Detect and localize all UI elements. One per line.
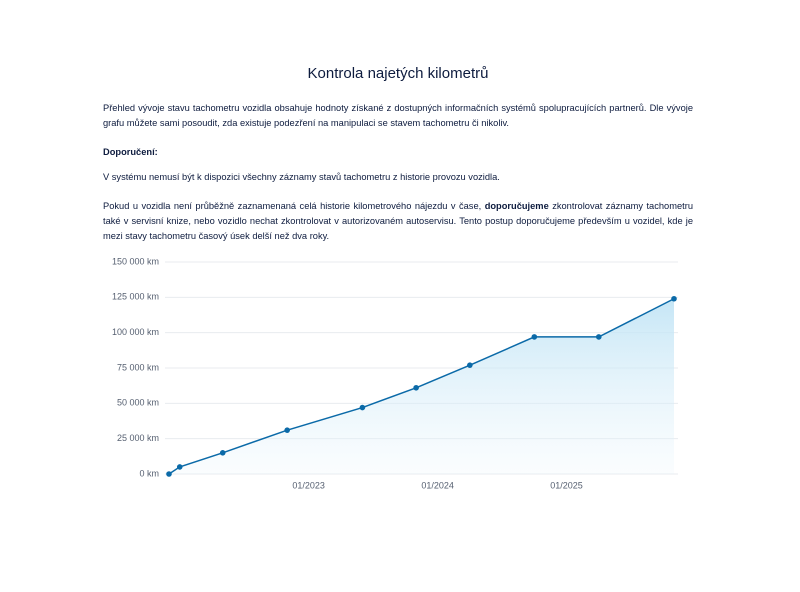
point	[219, 450, 226, 456]
y-tick-label: 25 000 km	[117, 433, 159, 443]
x-tick-label: 01/2023	[292, 480, 325, 490]
document: Kontrola najetých kilometrů Přehled vývo…	[103, 66, 693, 258]
y-tick-label: 100 000 km	[112, 327, 159, 337]
point	[284, 427, 290, 433]
paragraph: Pokud u vozidla není průběžně zaznamenan…	[103, 199, 693, 244]
x-tick-label: 01/2025	[550, 480, 583, 490]
point	[671, 295, 677, 302]
point	[176, 464, 183, 470]
text: Pokud u vozidla není průběžně zaznamenan…	[103, 201, 485, 211]
heading: Doporučení:	[103, 147, 158, 157]
y-tick-label: 0 km	[139, 468, 159, 478]
point	[467, 362, 473, 368]
title: Kontrola najetých kilometrů	[307, 65, 489, 82]
y-tick-label: 50 000 km	[117, 398, 159, 408]
point	[166, 471, 172, 477]
point	[413, 384, 419, 391]
text: zkontrolovat záznamy tachometru také v s…	[103, 201, 693, 241]
point	[595, 334, 602, 340]
paragraph: Přehled vývoje stavu tachometru vozidla …	[103, 103, 693, 128]
area	[169, 298, 674, 474]
y-tick-label: 150 000 km	[112, 256, 159, 266]
point	[359, 404, 366, 411]
line	[168, 298, 675, 475]
paragraph: V systému nemusí být k dispozici všechny…	[103, 172, 500, 182]
point	[531, 334, 538, 340]
y-tick-label: 125 000 km	[112, 292, 159, 302]
x-tick-label: 01/2024	[421, 480, 454, 490]
bold-text: doporučujeme	[484, 201, 549, 211]
y-tick-label: 75 000 km	[117, 362, 159, 372]
